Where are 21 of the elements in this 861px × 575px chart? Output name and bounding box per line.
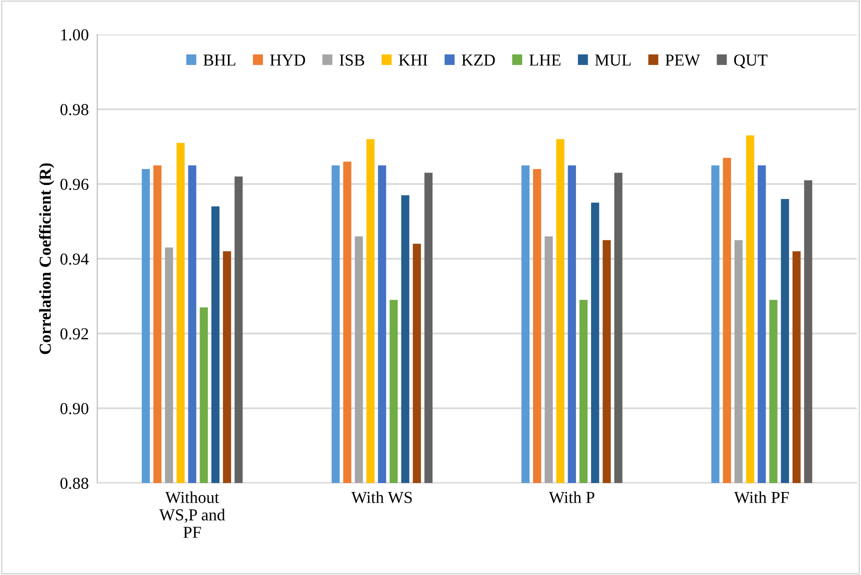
y-tick-label: 0.88 — [60, 478, 88, 490]
x-tick-label: With PF — [734, 491, 789, 504]
legend-label: QUT — [734, 54, 768, 68]
x-tick-label: With WS — [351, 491, 412, 504]
legend-label: ISB — [340, 54, 364, 66]
y-tick-label: 0.96 — [60, 178, 88, 190]
y-tick-label: 0.92 — [60, 328, 88, 340]
legend-label: BHL — [203, 54, 236, 66]
y-tick-label: 0.94 — [60, 253, 89, 265]
y-tick-label: 1.00 — [61, 29, 88, 41]
legend-label: PEW — [665, 54, 700, 66]
legend-label: KZD — [462, 54, 495, 66]
y-tick-label: 0.98 — [60, 104, 88, 116]
x-tick-label: Without WS,P and PF — [159, 491, 226, 538]
legend-label: MUL — [595, 54, 631, 66]
x-tick-label: With P — [548, 491, 594, 504]
y-axis-title: Correlation Coefficient (R) — [38, 163, 54, 354]
legend-label: LHE — [529, 54, 560, 66]
legend-label: HYD — [270, 54, 306, 66]
y-tick-label: 0.90 — [60, 402, 88, 414]
legend-label: KHI — [398, 54, 428, 66]
